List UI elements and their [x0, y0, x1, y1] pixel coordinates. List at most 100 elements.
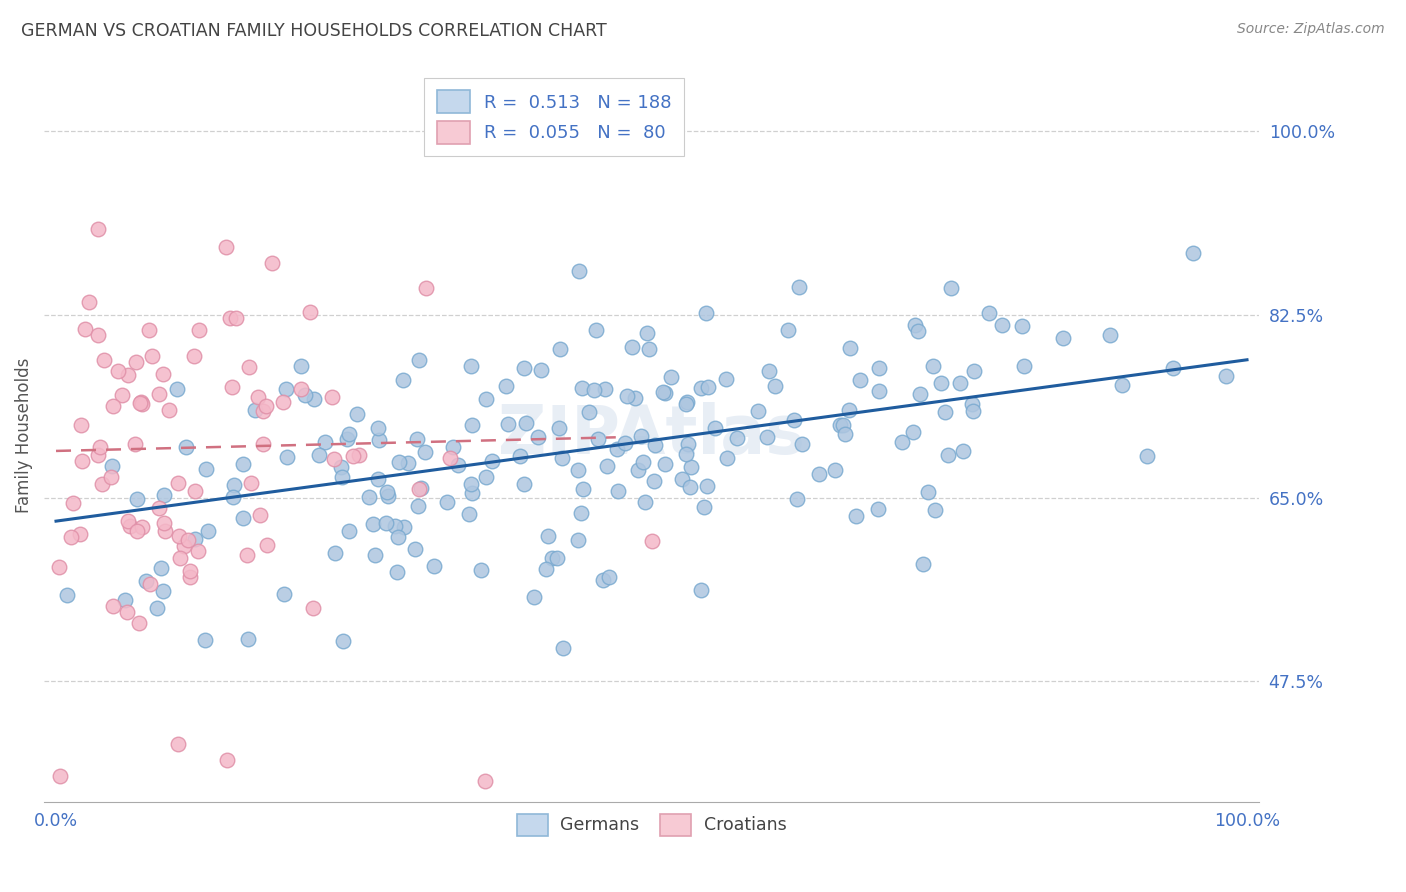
Point [308, 449, 330, 463]
Point [934, 405, 956, 419]
Point [679, 459, 702, 474]
Point [470, 563, 492, 577]
Point [221, 380, 243, 394]
Point [70, 417, 93, 432]
Point [422, 559, 444, 574]
Point [87, 448, 110, 462]
Point [643, 474, 665, 488]
Point [301, 600, 323, 615]
Point [808, 467, 831, 481]
Point [219, 310, 242, 325]
Text: Source: ZipAtlas.com: Source: ZipAtlas.com [1237, 22, 1385, 37]
Point [783, 413, 806, 427]
Point [747, 404, 769, 418]
Point [273, 587, 295, 601]
Point [903, 425, 925, 439]
Point [256, 538, 278, 552]
Point [153, 524, 176, 538]
Point [262, 256, 284, 270]
Point [274, 382, 297, 396]
Point [167, 476, 190, 491]
Point [758, 364, 780, 378]
Point [621, 340, 644, 354]
Point [614, 435, 637, 450]
Point [509, 449, 531, 463]
Point [527, 430, 550, 444]
Point [446, 458, 468, 472]
Point [690, 582, 713, 597]
Point [139, 577, 162, 591]
Point [384, 519, 406, 533]
Point [534, 562, 557, 576]
Point [238, 360, 260, 375]
Point [169, 551, 191, 566]
Point [294, 388, 316, 402]
Point [415, 281, 437, 295]
Point [838, 403, 860, 417]
Point [215, 753, 238, 767]
Point [336, 432, 359, 446]
Point [254, 399, 277, 413]
Point [936, 448, 959, 462]
Point [188, 322, 211, 336]
Point [623, 391, 645, 405]
Point [215, 240, 238, 254]
Point [979, 306, 1001, 320]
Point [176, 533, 198, 548]
Point [551, 451, 574, 466]
Point [868, 384, 890, 399]
Point [125, 354, 148, 368]
Point [252, 437, 274, 451]
Point [194, 632, 217, 647]
Point [675, 447, 697, 461]
Point [633, 455, 655, 469]
Point [118, 518, 141, 533]
Point [636, 326, 658, 341]
Point [387, 455, 409, 469]
Point [763, 379, 786, 393]
Point [394, 520, 416, 534]
Point [498, 417, 520, 432]
Point [654, 457, 676, 471]
Point [1111, 378, 1133, 392]
Point [173, 539, 195, 553]
Point [616, 389, 638, 403]
Point [586, 432, 609, 446]
Point [361, 516, 384, 531]
Point [167, 529, 190, 543]
Point [323, 451, 346, 466]
Point [606, 442, 628, 456]
Point [671, 472, 693, 486]
Point [413, 444, 436, 458]
Point [911, 557, 934, 571]
Point [924, 503, 946, 517]
Point [152, 367, 174, 381]
Point [332, 634, 354, 648]
Point [166, 382, 188, 396]
Point [346, 408, 368, 422]
Point [457, 507, 479, 521]
Point [243, 402, 266, 417]
Point [960, 397, 983, 411]
Point [184, 483, 207, 498]
Point [460, 359, 482, 373]
Point [778, 323, 800, 337]
Point [834, 427, 856, 442]
Point [408, 353, 430, 368]
Point [195, 462, 218, 476]
Point [152, 488, 174, 502]
Legend: Germans, Croatians: Germans, Croatians [508, 805, 794, 845]
Point [568, 264, 591, 278]
Point [598, 570, 620, 584]
Point [367, 472, 389, 486]
Point [236, 632, 259, 646]
Point [676, 437, 699, 451]
Point [129, 396, 152, 410]
Point [232, 457, 254, 471]
Point [117, 368, 139, 382]
Point [725, 431, 748, 445]
Point [176, 440, 198, 454]
Point [595, 382, 617, 396]
Point [357, 490, 380, 504]
Point [790, 437, 813, 451]
